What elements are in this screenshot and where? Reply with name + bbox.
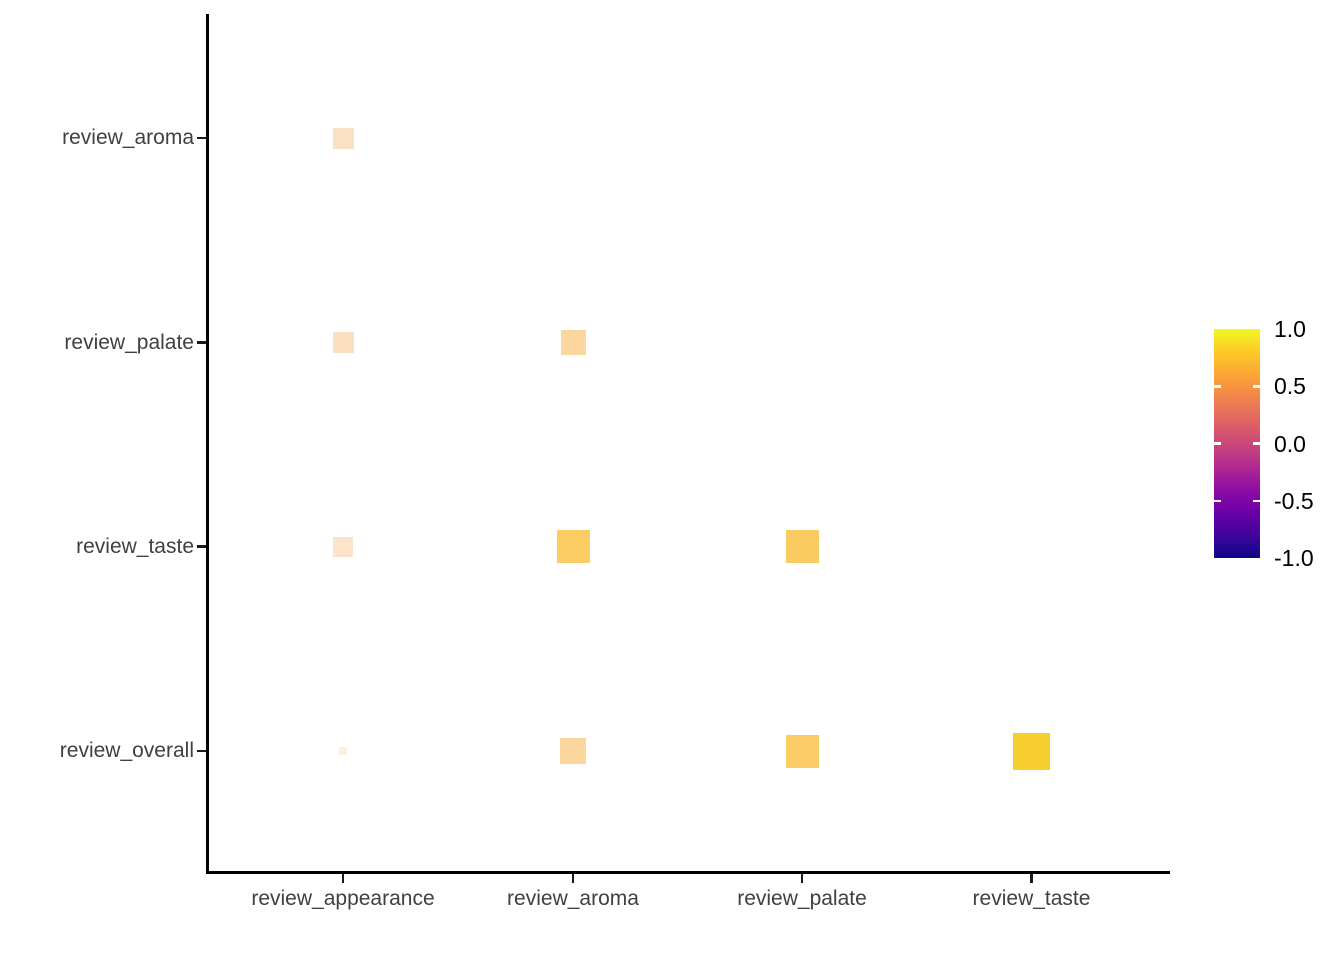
colorbar-label--1.0: -1.0 bbox=[1274, 545, 1314, 571]
corr-square-review_overall-review_taste bbox=[1013, 732, 1050, 770]
x-axis-label-review_aroma: review_aroma bbox=[507, 887, 639, 910]
x-axis-label-review_palate: review_palate bbox=[737, 887, 867, 910]
colorbar-label-0.0: 0.0 bbox=[1274, 430, 1306, 457]
corr-square-review_aroma-review_appearance bbox=[332, 127, 354, 149]
corr-square-review_taste-review_palate bbox=[785, 530, 819, 563]
y-tick bbox=[197, 545, 206, 548]
corr-square-review_overall-review_aroma bbox=[560, 738, 586, 764]
x-axis-label-review_appearance: review_appearance bbox=[251, 887, 435, 910]
colorbar-tick bbox=[1253, 385, 1260, 388]
x-axis-line bbox=[206, 871, 1170, 874]
x-axis-label-review_taste: review_taste bbox=[972, 887, 1091, 910]
corr-square-review_overall-review_palate bbox=[785, 734, 819, 768]
colorbar-tick bbox=[1214, 385, 1221, 388]
y-tick bbox=[197, 341, 206, 344]
y-axis-label-review_taste: review_taste bbox=[76, 534, 194, 558]
colorbar-label--0.5: -0.5 bbox=[1274, 487, 1314, 514]
y-tick bbox=[197, 136, 206, 140]
colorbar-tick bbox=[1214, 499, 1221, 502]
corr-square-review_palate-review_appearance bbox=[332, 332, 354, 353]
colorbar-tick bbox=[1253, 442, 1260, 445]
y-axis-label-review_overall: review_overall bbox=[59, 739, 194, 762]
y-axis-label-review_palate: review_palate bbox=[64, 330, 194, 354]
x-tick bbox=[1030, 874, 1033, 883]
colorbar-tick bbox=[1214, 442, 1221, 445]
corr-square-review_palate-review_aroma bbox=[560, 330, 586, 355]
x-tick bbox=[800, 874, 804, 883]
y-axis-line bbox=[206, 14, 209, 874]
corr-square-review_taste-review_aroma bbox=[556, 530, 590, 563]
x-tick bbox=[341, 874, 345, 883]
legend-colorbar bbox=[1214, 329, 1260, 558]
colorbar-tick bbox=[1253, 499, 1260, 502]
x-tick bbox=[571, 874, 575, 883]
colorbar-label-1.0: 1.0 bbox=[1274, 316, 1306, 342]
colorbar-label-0.5: 0.5 bbox=[1274, 373, 1306, 400]
corr-square-review_overall-review_appearance bbox=[339, 747, 347, 755]
y-tick bbox=[197, 749, 206, 753]
corr-square-review_taste-review_appearance bbox=[333, 536, 353, 557]
y-axis-label-review_aroma: review_aroma bbox=[62, 126, 194, 149]
